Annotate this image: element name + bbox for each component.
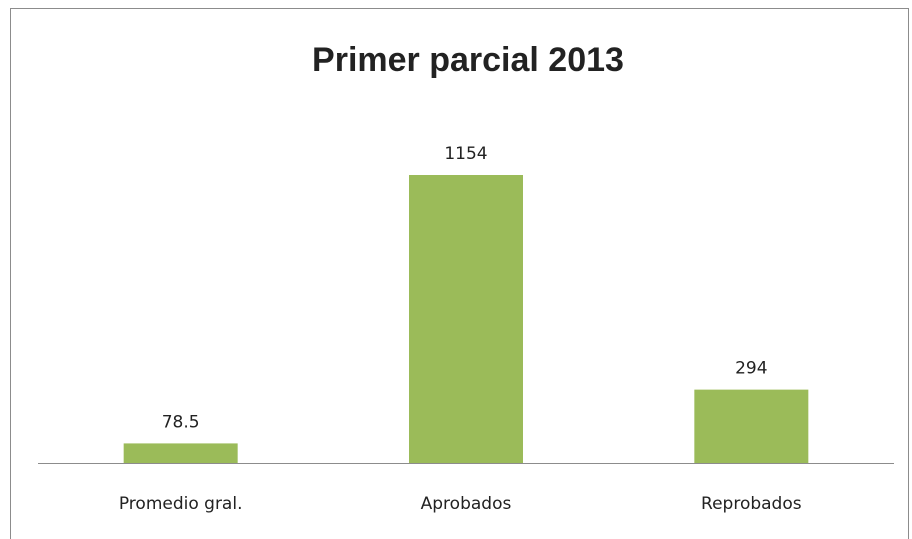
data-label: 1154 [444, 144, 487, 164]
bar [694, 389, 809, 463]
x-tick-label: Aprobados [421, 494, 512, 514]
data-label: 294 [735, 359, 767, 379]
x-tick-label: Promedio gral. [119, 494, 243, 514]
chart-title: Primer parcial 2013 [312, 41, 624, 79]
bar [123, 443, 238, 463]
x-tick-label: Reprobados [701, 494, 802, 514]
bar [409, 175, 523, 463]
data-label: 78.5 [162, 412, 200, 432]
